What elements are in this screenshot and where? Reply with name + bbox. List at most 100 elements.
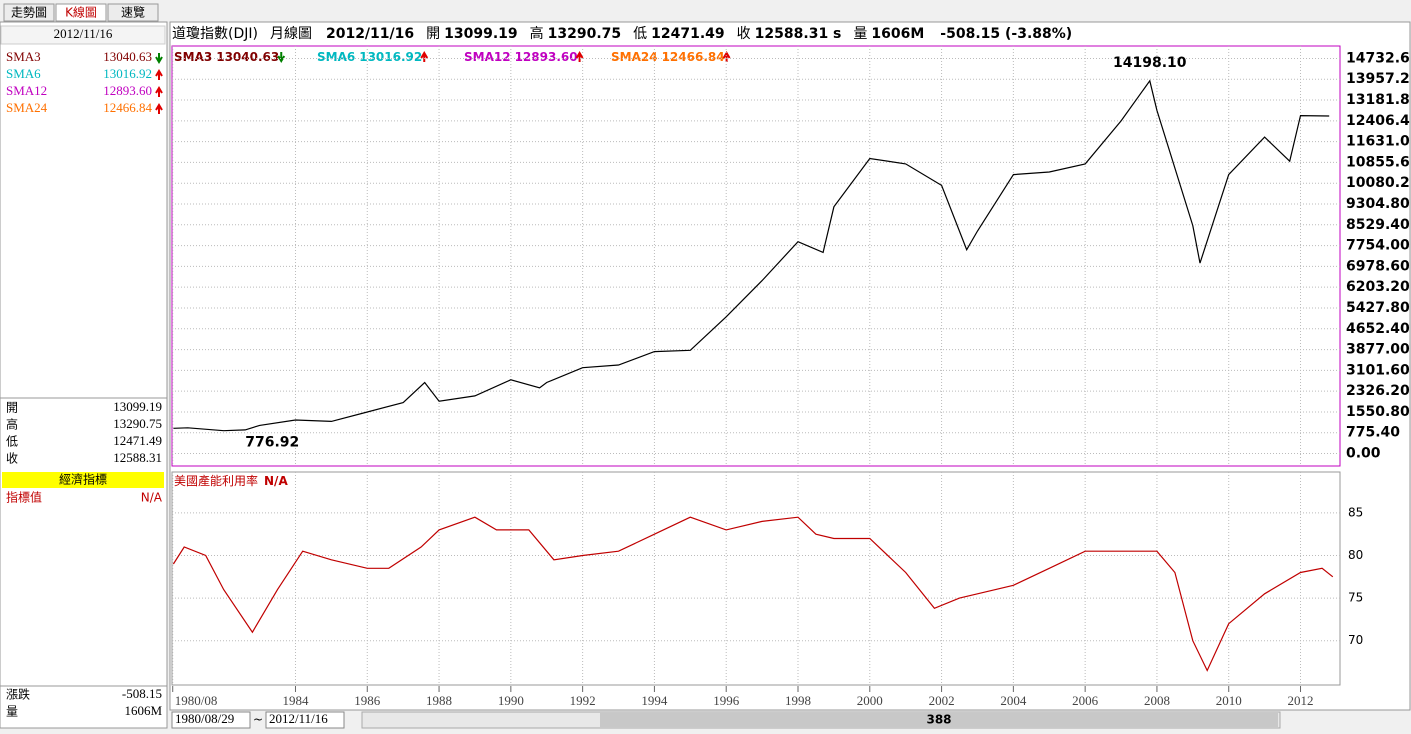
left-panel — [0, 21, 168, 729]
sma-name: SMA6 — [317, 50, 355, 64]
end-date-select[interactable] — [265, 711, 345, 729]
tab-label: 速覽 — [121, 6, 145, 20]
x-tick-label: 2000 — [857, 693, 883, 708]
x-tick-label: 2012 — [1288, 693, 1314, 708]
y-tick-label: 5427.80 — [1346, 300, 1410, 316]
y-tick-label: 75 — [1348, 591, 1363, 605]
quote-date: 2012/11/16 — [326, 26, 414, 42]
y-tick-label: 12406.4 — [1346, 113, 1410, 129]
y-tick-label: 80 — [1348, 548, 1363, 562]
sma-name: SMA24 — [611, 50, 658, 64]
indicator-value: N/A — [264, 474, 288, 488]
y-tick-label: 13957.2 — [1346, 71, 1410, 87]
x-tick-label: 1988 — [426, 693, 452, 708]
tab[interactable] — [55, 3, 107, 22]
footer-value: 1606M — [124, 703, 162, 718]
field-value: 13099.19 — [444, 26, 518, 42]
annotation: 14198.10 — [1113, 55, 1187, 71]
indicator-value: N/A — [141, 491, 163, 505]
field-value: 12471.49 — [651, 26, 725, 42]
y-tick-label: 14732.6 — [1346, 50, 1410, 66]
trend-arrow — [155, 53, 163, 64]
ohlc-value: 13290.75 — [113, 416, 162, 431]
change: -508.15 (-3.88%) — [940, 26, 1072, 42]
x-tick-label: 2006 — [1072, 693, 1099, 708]
y-tick-label: 10855.6 — [1346, 154, 1410, 170]
sma-name: SMA12 — [464, 50, 511, 64]
quote-header: 道瓊指數(DJI) 月線圖 2012/11/16 開 13099.19 高 13290.75… — [172, 25, 1072, 42]
indicator-plot — [171, 471, 1341, 686]
field-label: 開 — [426, 26, 440, 42]
symbol: 道瓊指數(DJI) — [172, 26, 258, 42]
ohlc-label: 開 — [6, 401, 18, 415]
y-tick-label: 13181.8 — [1346, 92, 1410, 108]
y-tick-label: 1550.80 — [1346, 404, 1410, 420]
indicator-header — [2, 472, 164, 488]
data-line — [173, 79, 1330, 432]
indicator-label: 指標值 — [6, 490, 42, 505]
sma-legend: SMA24 12466.84 — [611, 50, 725, 64]
y-tick-label: 70 — [1348, 633, 1363, 647]
x-tick-label: 2010 — [1216, 693, 1242, 708]
x-tick-label: 1990 — [498, 693, 524, 708]
y-tick-label: 0.00 — [1346, 446, 1381, 462]
trend-arrow — [155, 103, 163, 114]
x-tick-label: 1992 — [570, 693, 596, 708]
scroll-thumb[interactable] — [600, 713, 1278, 727]
ohlc-value: 12588.31 — [113, 450, 162, 465]
price-plot — [171, 45, 1341, 467]
y-tick-label: 7754.00 — [1346, 238, 1410, 254]
trend-arrow — [155, 69, 163, 80]
ohlc-label: 低 — [6, 435, 18, 449]
tab[interactable] — [3, 3, 55, 22]
x-tick-label: 2004 — [1000, 693, 1027, 708]
tab-label: K線圖 — [65, 5, 97, 20]
bar-count: 388 — [926, 713, 951, 727]
period: 月線圖 — [270, 26, 312, 42]
annotation: 776.92 — [245, 435, 299, 451]
sma-value: 12893.60 — [515, 50, 578, 64]
ohlc-value: 12471.49 — [113, 433, 162, 448]
field-label: 量 — [853, 26, 867, 42]
indicator-name: 美國產能利用率 — [174, 473, 258, 488]
trend-arrow — [155, 86, 163, 97]
start-date-select[interactable] — [171, 711, 251, 729]
footer-value: -508.15 — [122, 686, 162, 701]
range-separator: ~ — [253, 713, 263, 727]
ohlc-label: 收 — [6, 452, 18, 466]
tab[interactable] — [107, 3, 159, 22]
y-tick-label: 6203.20 — [1346, 279, 1410, 295]
sma-value: 13040.63 — [216, 50, 279, 64]
x-tick-label: 1998 — [785, 693, 811, 708]
tab-label: 走勢圖 — [11, 5, 47, 20]
field-value: 1606M — [871, 26, 924, 42]
sma-value: 13016.92 — [103, 66, 152, 81]
y-tick-label: 775.40 — [1346, 425, 1400, 441]
sma-name: SMA24 — [6, 100, 48, 115]
y-tick-label: 85 — [1348, 505, 1363, 519]
end-date: 2012/11/16 — [269, 711, 328, 726]
x-tick-label: 2008 — [1144, 693, 1170, 708]
sma-legend: SMA12 12893.60 — [464, 50, 578, 64]
sma-value: 12466.84 — [103, 100, 152, 115]
sma-legend: SMA6 13016.92 — [317, 50, 422, 64]
x-tick-label: 1996 — [713, 693, 740, 708]
y-tick-label: 3101.60 — [1346, 362, 1410, 378]
x-tick-label: 1980/08 — [175, 693, 218, 708]
sma-name: SMA6 — [6, 66, 41, 81]
sma-name: SMA3 — [6, 49, 41, 64]
panel-title: 美國產能利用率 N/A — [174, 473, 288, 488]
date-box — [0, 25, 166, 45]
sma-value: 13040.63 — [103, 49, 152, 64]
y-tick-label: 6978.60 — [1346, 258, 1410, 274]
sma-name: SMA12 — [6, 83, 47, 98]
x-tick-label: 1984 — [282, 693, 309, 708]
current-date: 2012/11/16 — [54, 26, 113, 41]
x-tick-label: 1994 — [641, 693, 668, 708]
data-line — [172, 516, 1334, 672]
sma-legend: SMA3 13040.63 — [174, 50, 279, 64]
field-label: 高 — [530, 25, 544, 42]
y-tick-label: 4652.40 — [1346, 321, 1410, 337]
y-tick-label: 9304.80 — [1346, 196, 1410, 212]
